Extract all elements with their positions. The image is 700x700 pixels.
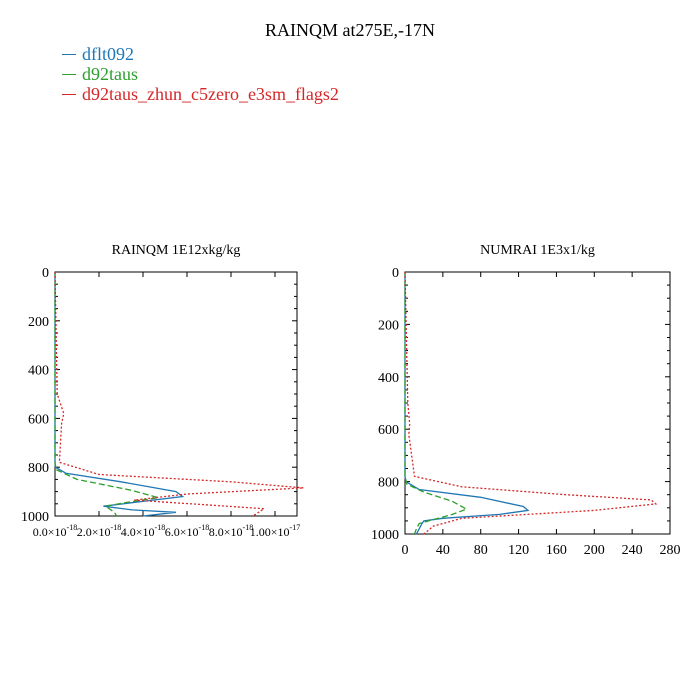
chart-title: RAINQM at275E,-17N (265, 20, 435, 40)
legend-item-zhun: d92taus_zhun_c5zero_e3sm_flags2 (62, 84, 339, 104)
y-tick-label-1-2: 400 (378, 371, 399, 386)
legend-label-zhun: d92taus_zhun_c5zero_e3sm_flags2 (82, 84, 339, 104)
legend-swatch-zhun (62, 93, 76, 95)
x-tick-label-1-0: 0 (402, 543, 409, 558)
x-tick-label-1-4: 160 (546, 543, 567, 558)
legend-item-d92taus: d92taus (62, 64, 339, 84)
x-tick-label-1-1: 40 (436, 543, 450, 558)
x-tick-label-1-7: 280 (660, 543, 681, 558)
series-line-1-2 (404, 271, 658, 535)
x-tick-label-0-2: 4.0×10-18 (121, 523, 165, 539)
y-tick-label-0-2: 400 (28, 364, 49, 379)
series-line-0-1 (54, 272, 159, 517)
y-tick-label-0-0: 0 (42, 266, 49, 281)
y-tick-label-0-1: 200 (28, 315, 49, 330)
x-tick-label-0-4: 8.0×10-18 (209, 523, 253, 539)
y-tick-label-1-1: 200 (378, 318, 399, 333)
x-tick-label-1-3: 120 (508, 543, 529, 558)
plot-frame-0 (54, 271, 298, 517)
x-tick-label-1-5: 200 (584, 543, 605, 558)
x-tick-label-1-6: 240 (622, 543, 643, 558)
y-tick-label-0-5: 1000 (21, 510, 49, 525)
plot-frame-1 (404, 271, 671, 535)
series-line-0-0 (54, 272, 185, 517)
panel-title-0: RAINQM 1E12xkg/kg (112, 243, 241, 258)
legend-item-dflt092: dflt092 (62, 44, 339, 64)
series-line-0-2 (54, 271, 304, 517)
x-tick-label-0-5: 1.00×10-17 (250, 523, 300, 539)
y-tick-label-1-5: 1000 (371, 528, 399, 543)
series-line-1-0 (404, 272, 530, 535)
y-tick-label-1-3: 600 (378, 423, 399, 438)
y-tick-label-1-4: 800 (378, 476, 399, 491)
x-tick-label-0-3: 6.0×10-18 (165, 523, 209, 539)
y-tick-label-0-3: 600 (28, 412, 49, 427)
legend-swatch-dflt092 (62, 53, 76, 55)
legend: dflt092 d92taus d92taus_zhun_c5zero_e3sm… (62, 44, 339, 104)
y-tick-label-1-0: 0 (392, 266, 399, 281)
x-tick-label-0-1: 2.0×10-18 (77, 523, 121, 539)
legend-label-dflt092: dflt092 (82, 44, 134, 64)
series-line-1-1 (404, 272, 469, 535)
x-tick-label-1-2: 80 (474, 543, 488, 558)
x-tick-label-0-0: 0.0×10-18 (33, 523, 77, 539)
panel-title-1: NUMRAI 1E3x1/kg (480, 243, 595, 258)
legend-label-d92taus: d92taus (82, 64, 138, 84)
y-tick-label-0-4: 800 (28, 461, 49, 476)
legend-swatch-d92taus (62, 73, 76, 75)
